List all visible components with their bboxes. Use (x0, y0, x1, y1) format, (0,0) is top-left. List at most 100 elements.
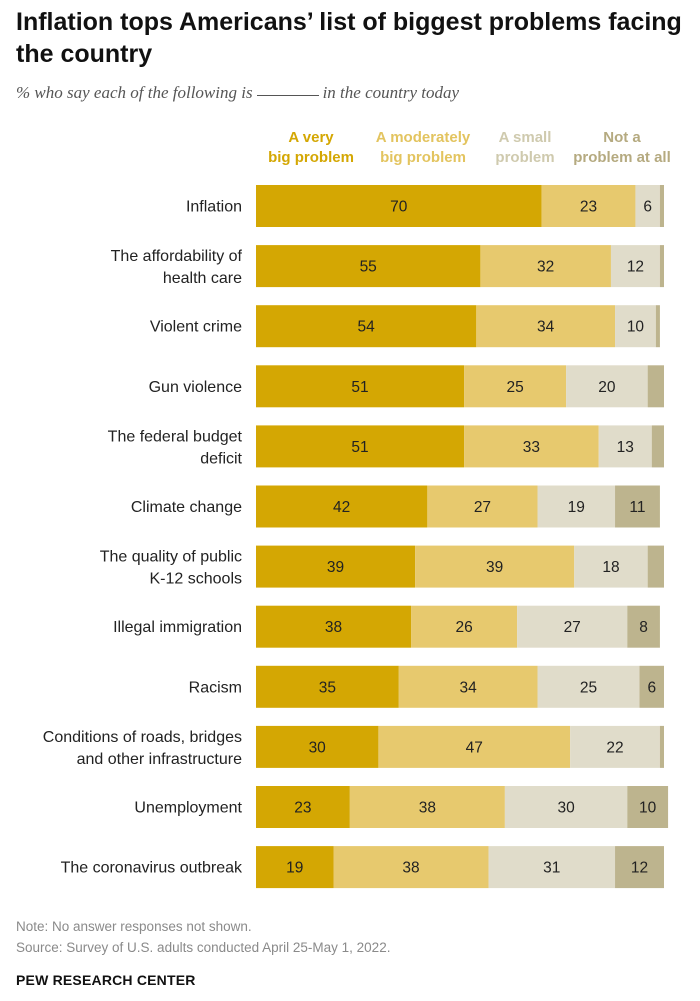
category-label-line: deficit (200, 450, 242, 467)
bar-segment (659, 245, 664, 288)
stacked-bar-chart: A very big problem A moderately big problem… (43, 129, 671, 889)
bar-value-label: 18 (602, 559, 619, 576)
category-label: Inflation (186, 199, 242, 216)
bar-value-label: 20 (598, 379, 616, 396)
category-label: Unemployment (134, 800, 242, 817)
bar-value-label: 23 (294, 800, 311, 817)
bar-segment (411, 605, 518, 648)
bar-segment (610, 245, 660, 288)
bar-segment (570, 725, 660, 768)
bar-value-label: 38 (325, 619, 342, 636)
legend-label: A moderately (376, 129, 471, 146)
category-label-line: Inflation (186, 199, 242, 216)
bar-segment (256, 245, 481, 288)
legend-item: A moderately big problem (376, 129, 471, 166)
bar-segment (537, 665, 640, 708)
legend-label: big problem (268, 149, 354, 166)
bar-segment (659, 725, 664, 768)
bar-segment (415, 545, 575, 588)
chart-note: Note: No answer responses not shown. (16, 919, 252, 934)
bar-segment (574, 545, 648, 588)
bar-value-label: 38 (402, 860, 419, 877)
bar-value-label: 32 (537, 259, 554, 276)
bar-segment (398, 665, 538, 708)
bar-segment (480, 245, 611, 288)
bar-segment (464, 365, 567, 408)
legend-label: Not a (603, 129, 641, 146)
category-label-line: K-12 schools (150, 571, 243, 588)
bar-value-label: 12 (631, 860, 648, 877)
bar-segment (488, 846, 616, 889)
bar-value-label: 27 (474, 499, 491, 516)
bar-segment (476, 305, 616, 348)
category-label-line: Climate change (131, 499, 242, 516)
category-label-line: The affordability of (111, 248, 243, 265)
bar-segment (635, 185, 660, 227)
bar-segment (256, 485, 428, 528)
bar-segment (349, 786, 505, 828)
bar-value-label: 35 (319, 679, 336, 696)
bar-value-label: 34 (537, 319, 555, 336)
bar-segment (256, 786, 350, 828)
bar-value-label: 22 (606, 739, 623, 756)
bar-value-label: 19 (568, 499, 585, 516)
legend-label: big problem (380, 149, 466, 166)
bar-value-label: 51 (351, 439, 368, 456)
bar-value-label: 39 (486, 559, 503, 576)
bar-value-label: 39 (327, 559, 344, 576)
bar-segment (256, 725, 379, 768)
category-label-line: The federal budget (108, 428, 243, 445)
bar-segment (655, 305, 660, 348)
bar-segment (333, 846, 489, 889)
bar-segment (615, 846, 664, 889)
bar-value-label: 6 (643, 199, 652, 216)
bar-value-label: 51 (351, 379, 368, 396)
bar-segment (256, 365, 465, 408)
bar-value-label: 55 (360, 259, 377, 276)
chart-title: Inflation tops Americans’ list of bigges… (16, 8, 682, 68)
subtitle-end: in the country today (322, 83, 460, 102)
bar-value-label: 23 (580, 199, 597, 216)
legend-label: A small (499, 129, 552, 146)
bar-value-label: 31 (543, 860, 560, 877)
legend-label: problem (495, 149, 554, 166)
bar-segment (256, 665, 399, 708)
bar-segment (378, 725, 571, 768)
chart-source: Source: Survey of U.S. adults conducted … (16, 940, 391, 955)
bar-segment (256, 846, 334, 889)
bar-segment (615, 485, 660, 528)
category-label: Illegal immigration (113, 619, 242, 636)
category-label: Conditions of roads, bridges and other in… (43, 729, 242, 768)
bar-segment (541, 185, 636, 227)
bar-segment (647, 545, 664, 588)
bar-value-label: 25 (580, 679, 597, 696)
category-label: Violent crime (150, 319, 242, 336)
category-label: The quality of public K-12 schools (100, 549, 242, 588)
category-label: Racism (189, 679, 242, 696)
bar-segment (651, 425, 664, 468)
bar-value-label: 25 (506, 379, 523, 396)
category-label-line: Illegal immigration (113, 619, 242, 636)
subtitle-start: % who say each of the following is (16, 83, 253, 102)
bar-value-label: 38 (419, 800, 436, 817)
category-label-line: The quality of public (100, 549, 242, 566)
bar-value-label: 54 (358, 319, 376, 336)
pew-brand: PEW RESEARCH CENTER (16, 972, 196, 988)
bar-value-label: 8 (639, 619, 648, 636)
bar-segment (627, 786, 669, 828)
bar-segment (639, 665, 664, 708)
bar-segment (427, 485, 538, 528)
legend-item: A small problem (495, 129, 554, 166)
bar-value-label: 19 (286, 860, 303, 877)
bar-value-label: 26 (455, 619, 472, 636)
category-label-line: Unemployment (134, 800, 242, 817)
category-label-line: Gun violence (149, 379, 242, 396)
subtitle-blank (256, 95, 319, 96)
bar-value-label: 6 (647, 679, 656, 696)
legend-item: A very big problem (268, 129, 354, 166)
bar-segment (627, 605, 660, 648)
bar-segment (256, 545, 416, 588)
bar-segment (256, 605, 412, 648)
bar-segment (504, 786, 628, 828)
category-label-line: Racism (189, 679, 242, 696)
